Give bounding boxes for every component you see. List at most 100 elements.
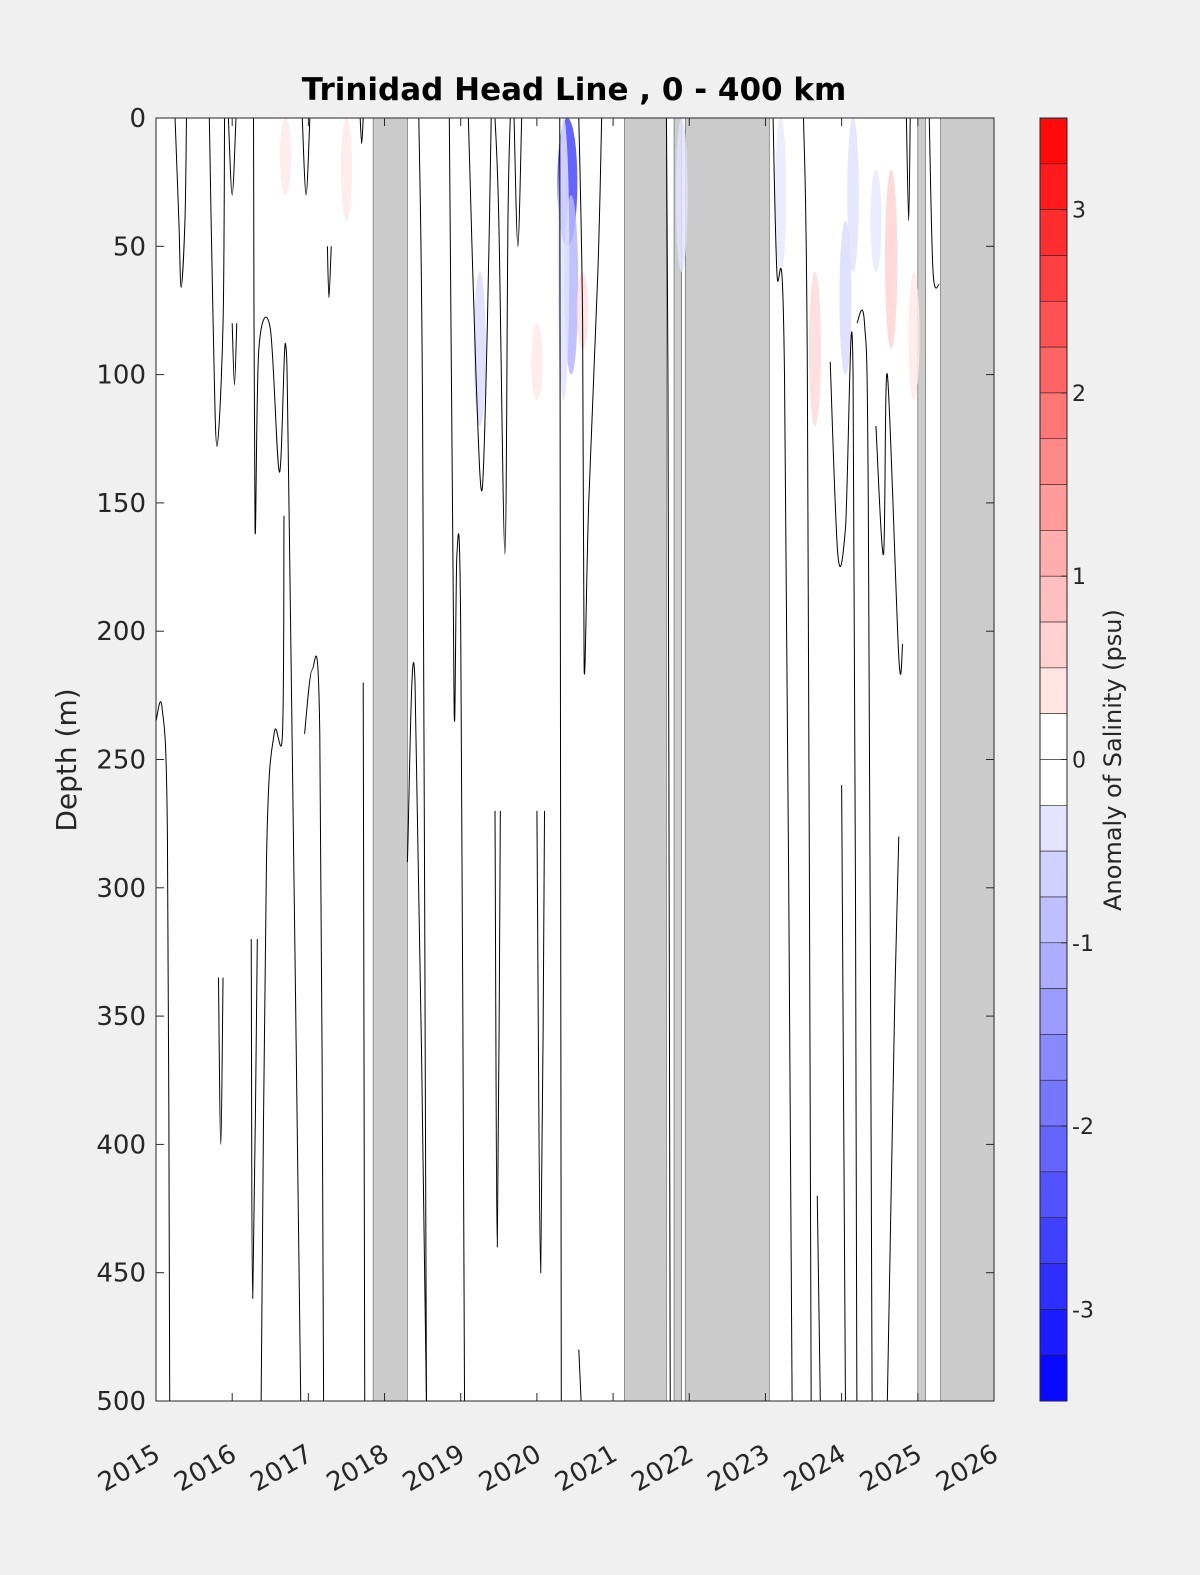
contour-line [260, 515, 285, 1402]
colorbar-block [1039, 1079, 1068, 1127]
colorbar-block [1039, 805, 1068, 852]
colorbar-block [1039, 1125, 1068, 1173]
contour-line [856, 309, 873, 1402]
colorbar-block [1039, 1263, 1068, 1310]
colorbar-tick-label: 2 [1072, 382, 1086, 407]
contour-line [304, 655, 325, 1402]
colorbar-block [1039, 896, 1068, 944]
y-tick-label: 250 [96, 746, 146, 776]
no-data-period [940, 117, 995, 1402]
colorbar-ticks: 3 2 1 0 -1 -2 -3 [1061, 199, 1094, 1323]
y-tick-label: 0 [129, 104, 146, 134]
y-tick-label: 200 [96, 617, 146, 647]
contour-line [406, 661, 427, 1402]
contour-line [886, 836, 900, 1402]
contour-line [217, 977, 224, 1145]
colorbar-tick-label: -2 [1072, 1115, 1094, 1140]
contour-line [816, 1195, 821, 1402]
contour-line [772, 117, 793, 1402]
no-data-period [673, 117, 682, 1402]
contour-line [231, 323, 238, 386]
anomaly-patch [557, 118, 570, 401]
colorbar-block [1039, 1171, 1068, 1219]
contour-line [829, 331, 858, 1402]
contour-line [494, 117, 511, 555]
contour-line [359, 117, 364, 145]
colorbar-block [1039, 575, 1068, 623]
contour-line [418, 117, 427, 1402]
contour-line [905, 117, 911, 222]
contour-line [494, 810, 501, 1248]
colorbar-block [1039, 438, 1068, 485]
colorbar-block [1039, 346, 1068, 394]
anomaly-patch [531, 323, 543, 401]
contour-line [803, 117, 812, 1402]
contour-line [578, 117, 603, 675]
no-data-period [685, 117, 770, 1402]
contour-line [326, 246, 332, 299]
colorbar-block [1039, 117, 1068, 165]
anomaly-layer [279, 117, 920, 426]
no-data-layer [372, 117, 995, 1402]
contour-line [208, 117, 226, 447]
no-data-period [624, 117, 667, 1402]
y-tick-label: 150 [96, 489, 146, 519]
anomaly-patch [675, 117, 688, 272]
contour-line [513, 117, 523, 247]
colorbar-block [1039, 713, 1068, 760]
colorbar-block [1039, 163, 1068, 210]
colorbar-tick-label: 1 [1072, 565, 1086, 590]
contour-line [536, 810, 546, 1274]
colorbar-block [1039, 255, 1068, 302]
contour-line [253, 117, 302, 1402]
colorbar-block [1039, 209, 1068, 256]
y-tick-label: 50 [113, 232, 146, 262]
colorbar-block [1039, 1354, 1068, 1402]
contour-line [875, 373, 904, 675]
colorbar-blocks [1039, 117, 1068, 1402]
y-axis-label: Depth (m) [50, 688, 83, 831]
contour-line [362, 682, 366, 1402]
colorbar-tick-label: -1 [1072, 932, 1094, 957]
colorbar-block [1039, 621, 1068, 669]
chart-title: Trinidad Head Line , 0 - 400 km [302, 72, 847, 108]
y-axis: 0 50 100 150 200 250 300 350 400 450 500 [96, 104, 994, 1417]
colorbar-block [1039, 1309, 1068, 1356]
colorbar-block [1039, 300, 1068, 348]
colorbar-block [1039, 1217, 1068, 1264]
anomaly-patch [808, 271, 821, 426]
colorbar-tick-label: -3 [1072, 1298, 1094, 1323]
contour-line [448, 117, 466, 1402]
contour-line [174, 117, 187, 288]
colorbar-block [1039, 484, 1068, 531]
colorbar-tick-label: 3 [1072, 199, 1086, 224]
colorbar-block [1039, 667, 1068, 714]
y-tick-label: 400 [96, 1130, 146, 1160]
y-tick-label: 500 [96, 1387, 146, 1417]
y-tick-label: 100 [96, 361, 146, 391]
contour-line [928, 117, 940, 289]
anomaly-patch [340, 118, 353, 221]
colorbar-block [1039, 1034, 1068, 1081]
colorbar-block [1039, 850, 1068, 898]
contour-line [559, 117, 562, 1402]
contour-line [250, 939, 258, 1299]
colorbar-block [1039, 759, 1068, 806]
anomaly-patch [279, 118, 292, 195]
y-tick-label: 450 [96, 1259, 146, 1289]
anomaly-patch [847, 117, 859, 272]
contour-line [467, 117, 492, 492]
contour-layer [155, 117, 940, 1402]
colorbar-block [1039, 942, 1068, 989]
anomaly-patch [884, 169, 898, 349]
plot-area [155, 117, 995, 1402]
colorbar-label: Anomaly of Salinity (psu) [1099, 609, 1127, 911]
contour-line [301, 117, 311, 196]
contour-line [227, 117, 237, 196]
colorbar-block [1039, 988, 1068, 1035]
contour-line [578, 1349, 582, 1402]
anomaly-patch [775, 117, 787, 272]
contour-line [841, 785, 846, 1402]
colorbar-tick-label: 0 [1072, 749, 1086, 774]
